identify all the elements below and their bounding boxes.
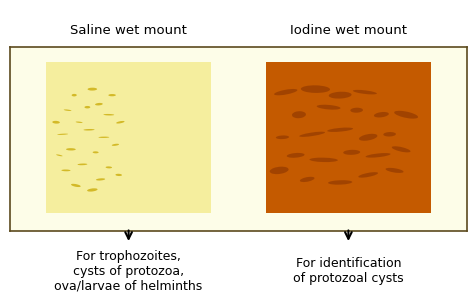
Ellipse shape (52, 121, 60, 124)
Ellipse shape (342, 150, 359, 155)
Bar (266, 62, 430, 213)
Ellipse shape (88, 88, 97, 91)
Ellipse shape (274, 89, 297, 95)
Ellipse shape (116, 121, 124, 123)
Ellipse shape (393, 111, 417, 119)
Ellipse shape (328, 92, 351, 99)
Ellipse shape (115, 174, 122, 176)
Ellipse shape (300, 85, 329, 93)
Ellipse shape (385, 168, 403, 173)
Ellipse shape (71, 184, 80, 187)
Ellipse shape (327, 128, 352, 132)
Ellipse shape (373, 112, 388, 118)
Bar (46, 62, 210, 213)
Ellipse shape (76, 122, 82, 123)
Ellipse shape (64, 110, 71, 111)
Ellipse shape (275, 136, 288, 139)
Text: For trophozoites,
cysts of protozoa,
ova/larvae of helminths: For trophozoites, cysts of protozoa, ova… (54, 250, 202, 293)
Text: Saline wet mount: Saline wet mount (70, 24, 187, 37)
Ellipse shape (111, 144, 119, 146)
Ellipse shape (108, 94, 116, 96)
Ellipse shape (98, 137, 109, 138)
Ellipse shape (316, 105, 340, 110)
Text: For identification
of protozoal cysts: For identification of protozoal cysts (292, 257, 403, 285)
Ellipse shape (78, 163, 87, 165)
Ellipse shape (66, 148, 76, 150)
Ellipse shape (269, 167, 288, 174)
Ellipse shape (92, 151, 99, 153)
Ellipse shape (358, 134, 377, 141)
Ellipse shape (105, 166, 112, 168)
Ellipse shape (383, 132, 395, 136)
Text: Iodine wet mount: Iodine wet mount (289, 24, 406, 37)
Ellipse shape (56, 155, 62, 156)
Ellipse shape (57, 133, 68, 135)
Ellipse shape (391, 146, 410, 152)
Ellipse shape (327, 180, 352, 185)
Ellipse shape (95, 103, 102, 105)
Ellipse shape (87, 188, 98, 192)
Ellipse shape (357, 172, 377, 178)
Ellipse shape (352, 90, 376, 94)
Ellipse shape (84, 106, 90, 108)
Ellipse shape (71, 94, 77, 96)
Ellipse shape (83, 129, 94, 131)
Ellipse shape (309, 158, 337, 162)
Ellipse shape (286, 153, 304, 158)
Ellipse shape (96, 178, 105, 181)
Ellipse shape (61, 170, 70, 171)
Ellipse shape (298, 132, 324, 137)
Ellipse shape (291, 111, 305, 118)
Ellipse shape (103, 114, 114, 115)
Ellipse shape (349, 108, 362, 113)
Ellipse shape (365, 153, 390, 158)
Ellipse shape (299, 177, 314, 182)
